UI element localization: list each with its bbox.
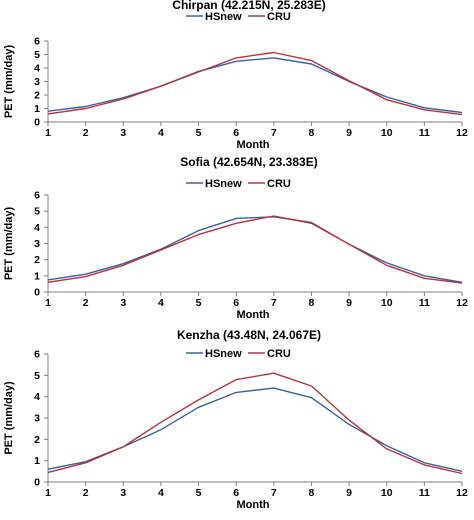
y-tick-label: 1 [34,270,40,282]
legend-label-cru: CRU [267,348,291,360]
y-axis-label: PET (mm/day) [3,44,15,118]
series-line-cru [47,215,463,284]
x-tick-label: 10 [381,487,393,499]
x-tick-label: 9 [346,487,352,499]
x-tick-label: 3 [120,487,126,499]
x-tick-label: 11 [419,297,430,309]
y-tick-label: 3 [34,76,40,88]
x-axis-label: Month [237,139,270,151]
x-tick-label: 7 [271,487,277,499]
y-tick-label: 0 [34,117,40,129]
x-tick-label: 3 [120,297,126,309]
y-tick-label: 3 [34,238,40,250]
x-tick-label: 4 [158,127,164,139]
x-tick-label: 5 [196,487,202,499]
x-tick-label: 5 [196,127,202,139]
y-tick-label: 6 [34,349,40,361]
x-tick-label: 9 [346,297,352,309]
legend-label-hsnew: HSnew [205,178,242,190]
y-tick-label: 5 [34,206,40,218]
x-tick-label: 7 [271,127,277,139]
chart-title: Sofia (42.654N, 23.383E) [180,155,317,169]
x-tick-label: 3 [120,127,126,139]
x-axis-label: Month [237,309,270,321]
x-tick-label: 7 [271,297,277,309]
y-axis-label: PET (mm/day) [3,206,15,280]
legend-label-cru: CRU [267,11,291,23]
y-tick-label: 5 [34,49,40,61]
x-tick-label: 2 [83,487,89,499]
y-tick-label: 0 [34,477,40,489]
x-tick-label: 6 [233,487,239,499]
legend-label-hsnew: HSnew [205,11,242,23]
y-tick-label: 2 [34,434,40,446]
x-tick-label: 8 [309,487,315,499]
y-axis-label: PET (mm/day) [3,381,15,455]
y-tick-label: 6 [34,36,40,48]
x-tick-label: 6 [233,297,239,309]
legend-label-hsnew: HSnew [205,348,242,360]
x-tick-label: 4 [158,487,164,499]
x-tick-label: 5 [196,297,202,309]
x-tick-label: 6 [233,127,239,139]
x-tick-label: 1 [45,487,51,499]
y-tick-label: 4 [34,63,40,75]
x-tick-label: 12 [456,297,468,309]
x-tick-label: 1 [45,127,51,139]
x-tick-label: 10 [381,127,393,139]
x-tick-label: 9 [346,127,352,139]
x-tick-label: 8 [309,127,315,139]
y-tick-label: 0 [34,287,40,299]
chart-title: Chirpan (42.215N, 25.283E) [172,0,325,12]
series-line-hsnew [47,216,463,283]
x-tick-label: 2 [83,297,89,309]
x-tick-label: 1 [45,297,51,309]
series-line-hsnew [47,57,463,114]
y-tick-label: 2 [34,90,40,102]
y-tick-label: 1 [34,455,40,467]
y-tick-label: 5 [34,370,40,382]
y-tick-label: 3 [34,413,40,425]
x-tick-label: 12 [456,487,468,499]
y-tick-label: 6 [34,190,40,202]
y-tick-label: 4 [34,222,40,234]
series-line-hsnew [47,387,463,472]
y-tick-label: 2 [34,254,40,266]
x-tick-label: 11 [419,487,430,499]
legend-label-cru: CRU [267,178,291,190]
x-tick-label: 8 [309,297,315,309]
x-tick-label: 11 [419,127,430,139]
x-tick-label: 12 [456,127,468,139]
series-line-cru [47,372,463,475]
y-tick-label: 1 [34,103,40,115]
y-tick-label: 4 [34,391,40,403]
x-tick-label: 2 [83,127,89,139]
x-tick-label: 4 [158,297,164,309]
chart-title: Kenzha (43.48N, 24.067E) [177,328,321,342]
series-line-cru [47,51,463,116]
x-axis-label: Month [237,499,270,511]
x-tick-label: 10 [381,297,393,309]
